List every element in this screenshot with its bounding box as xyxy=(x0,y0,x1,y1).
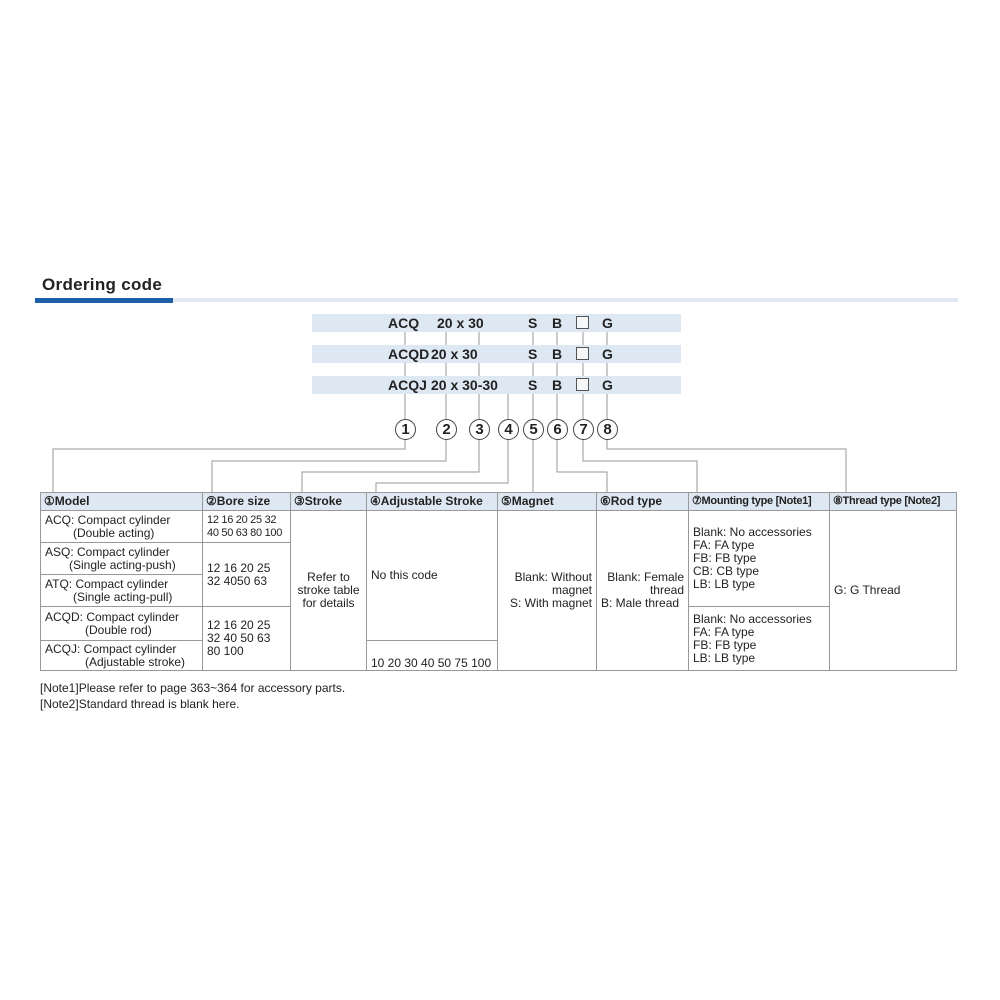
mounting-option: Blank: No accessories xyxy=(693,525,812,539)
mounting-option: FB: FB type xyxy=(693,637,757,652)
code-magnet: S xyxy=(528,315,538,331)
code-model: ACQ xyxy=(388,315,420,331)
table-row: ASQ: Compact cylinder (Single acting-push… xyxy=(40,542,957,607)
stroke-cell: Refer to stroke table for details xyxy=(290,510,367,671)
model-cell: ACQD: Compact cylinder (Double rod) xyxy=(40,606,203,641)
header-bore: ②Bore size xyxy=(202,492,291,511)
code-rod: B xyxy=(552,377,563,393)
code-magnet: S xyxy=(528,346,538,362)
mounting-placeholder-box xyxy=(576,378,589,391)
magnet-option: Blank: Without magnet xyxy=(514,570,592,597)
model-cell: ASQ: Compact cylinder (Single acting-push… xyxy=(40,542,203,575)
mounting-option: LB: LB type xyxy=(693,577,756,591)
model-desc: (Double rod) xyxy=(85,622,152,637)
mounting-cell-b: Blank: No accessories FA: FA type FB: FB… xyxy=(688,606,830,671)
header-magnet: ⑤Magnet xyxy=(497,492,597,511)
bore-cell: 12 16 20 25 32 4050 63 xyxy=(202,542,291,607)
mounting-placeholder-box xyxy=(576,347,589,360)
code-magnet: S xyxy=(528,377,538,393)
code-rod: B xyxy=(552,315,563,331)
code-row-acq: ACQ 20 x 30 S B G xyxy=(312,314,681,332)
code-model: ACQJ xyxy=(388,377,427,393)
model-name: ATQ: Compact cylinder xyxy=(45,576,169,591)
header-mounting-type: ⑦Mounting type [Note1] xyxy=(688,492,830,511)
model-desc: (Single acting-push) xyxy=(69,557,176,572)
mounting-option: Blank: No accessories xyxy=(693,611,812,626)
mounting-cell-a: Blank: No accessories FA: FA type FB: FB… xyxy=(688,510,830,607)
note-1: [Note1]Please refer to page 363~364 for … xyxy=(40,681,346,695)
model-cell: ACQJ: Compact cylinder (Adjustable stroke… xyxy=(40,640,203,671)
code-row-acqd: ACQD 20 x 30 S B G xyxy=(312,345,681,363)
marker-6: 6 xyxy=(547,419,568,440)
code-bore-stroke: 20 x 30 xyxy=(437,315,484,331)
table-row: ACQD: Compact cylinder (Double rod) 12 16… xyxy=(40,606,957,671)
note-2: [Note2]Standard thread is blank here. xyxy=(40,697,240,711)
marker-5: 5 xyxy=(523,419,544,440)
code-bore-stroke: 20 x 30-30 xyxy=(431,377,498,393)
code-thread: G xyxy=(602,315,613,331)
code-row-acqj: ACQJ 20 x 30-30 S B G xyxy=(312,376,681,394)
bore-cell: 12 16 20 25 32 40 50 63 80 100 xyxy=(202,510,291,543)
mounting-option: LB: LB type xyxy=(693,650,756,665)
marker-3: 3 xyxy=(469,419,490,440)
mounting-placeholder-box xyxy=(576,316,589,329)
marker-4: 4 xyxy=(498,419,519,440)
code-bore-stroke: 20 x 30 xyxy=(431,346,478,362)
table-row: ACQJ: Compact cylinder (Adjustable stroke… xyxy=(40,640,957,671)
code-thread: G xyxy=(602,346,613,362)
model-name: ACQ: Compact cylinder xyxy=(45,512,171,527)
table-header-row: ①Model ②Bore size ③Stroke ④Adjustable St… xyxy=(40,492,957,511)
model-name: ACQJ: Compact cylinder xyxy=(45,641,177,656)
header-stroke: ③Stroke xyxy=(290,492,367,511)
mounting-option: FB: FB type xyxy=(693,551,757,565)
header-rod-type: ⑥Rod type xyxy=(596,492,689,511)
rod-option: Blank: Female thread xyxy=(607,570,684,597)
marker-1: 1 xyxy=(395,419,416,440)
model-desc: (Adjustable stroke) xyxy=(85,654,186,669)
model-cell: ACQ: Compact cylinder (Double acting) xyxy=(40,510,203,543)
bore-cell: 12 16 20 25 32 40 50 63 80 100 xyxy=(202,606,291,671)
marker-2: 2 xyxy=(436,419,457,440)
mounting-option: FA: FA type xyxy=(693,624,755,639)
marker-7: 7 xyxy=(573,419,594,440)
model-cell: ATQ: Compact cylinder (Single acting-pull… xyxy=(40,574,203,607)
table-row: ATQ: Compact cylinder (Single acting-pull… xyxy=(40,574,957,607)
title-rule-accent xyxy=(35,298,173,303)
model-name: ASQ: Compact cylinder xyxy=(45,544,170,559)
header-model: ①Model xyxy=(40,492,203,511)
code-rod: B xyxy=(552,346,563,362)
adjustable-cell: No this code xyxy=(366,510,498,641)
model-name: ACQD: Compact cylinder xyxy=(45,609,180,624)
code-model: ACQD xyxy=(388,346,430,362)
section-title: Ordering code xyxy=(42,275,163,294)
thread-cell: G: G Thread xyxy=(829,510,957,671)
mounting-option: FA: FA type xyxy=(693,538,755,552)
magnet-option: S: With magnet xyxy=(509,596,592,610)
model-desc: (Single acting-pull) xyxy=(73,589,173,604)
marker-8: 8 xyxy=(597,419,618,440)
header-thread-type: ⑧Thread type [Note2] xyxy=(829,492,957,511)
model-desc: (Double acting) xyxy=(73,525,155,540)
adjustable-values-cell: 10 20 30 40 50 75 100 xyxy=(366,640,498,671)
table-row: ACQ: Compact cylinder (Double acting) 12 … xyxy=(40,510,957,671)
title-rule xyxy=(173,298,958,302)
ordering-table: ①Model ②Bore size ③Stroke ④Adjustable St… xyxy=(40,492,957,671)
rod-option: B: Male thread xyxy=(601,596,680,610)
code-thread: G xyxy=(602,377,613,393)
magnet-cell: Blank: Without magnet S: With magnet xyxy=(497,510,597,671)
rod-cell: Blank: Female thread B: Male thread xyxy=(596,510,689,671)
header-adjustable-stroke: ④Adjustable Stroke xyxy=(366,492,498,511)
mounting-option: CB: CB type xyxy=(693,564,760,578)
